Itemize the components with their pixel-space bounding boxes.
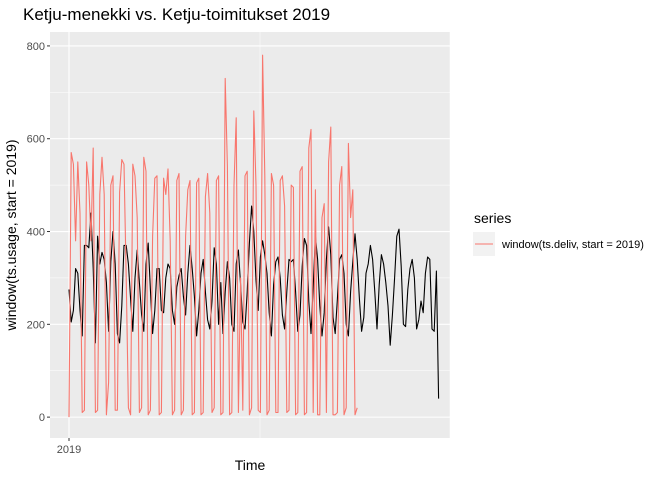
legend-label: window(ts.deliv, start = 2019)	[501, 239, 644, 251]
x-axis: 2019	[57, 438, 81, 456]
series-layer	[68, 54, 440, 418]
y-axis-title: window(ts.usage, start = 2019)	[3, 139, 19, 331]
y-tick-label: 400	[27, 227, 45, 239]
chart-title: Ketju-menekki vs. Ketju-toimitukset 2019	[23, 5, 330, 24]
x-axis-title: Time	[235, 457, 266, 473]
series-line-usage	[68, 205, 440, 399]
legend: series window(ts.deliv, start = 2019)	[473, 210, 644, 256]
legend-title: series	[474, 210, 511, 226]
x-tick-label: 2019	[57, 444, 81, 456]
y-tick-label: 0	[39, 412, 45, 424]
y-tick-label: 800	[27, 41, 45, 53]
y-axis: 0 200 400 600 800	[27, 41, 50, 424]
y-tick-label: 200	[27, 319, 45, 331]
y-tick-label: 600	[27, 134, 45, 146]
series-line-deliv	[68, 54, 358, 418]
